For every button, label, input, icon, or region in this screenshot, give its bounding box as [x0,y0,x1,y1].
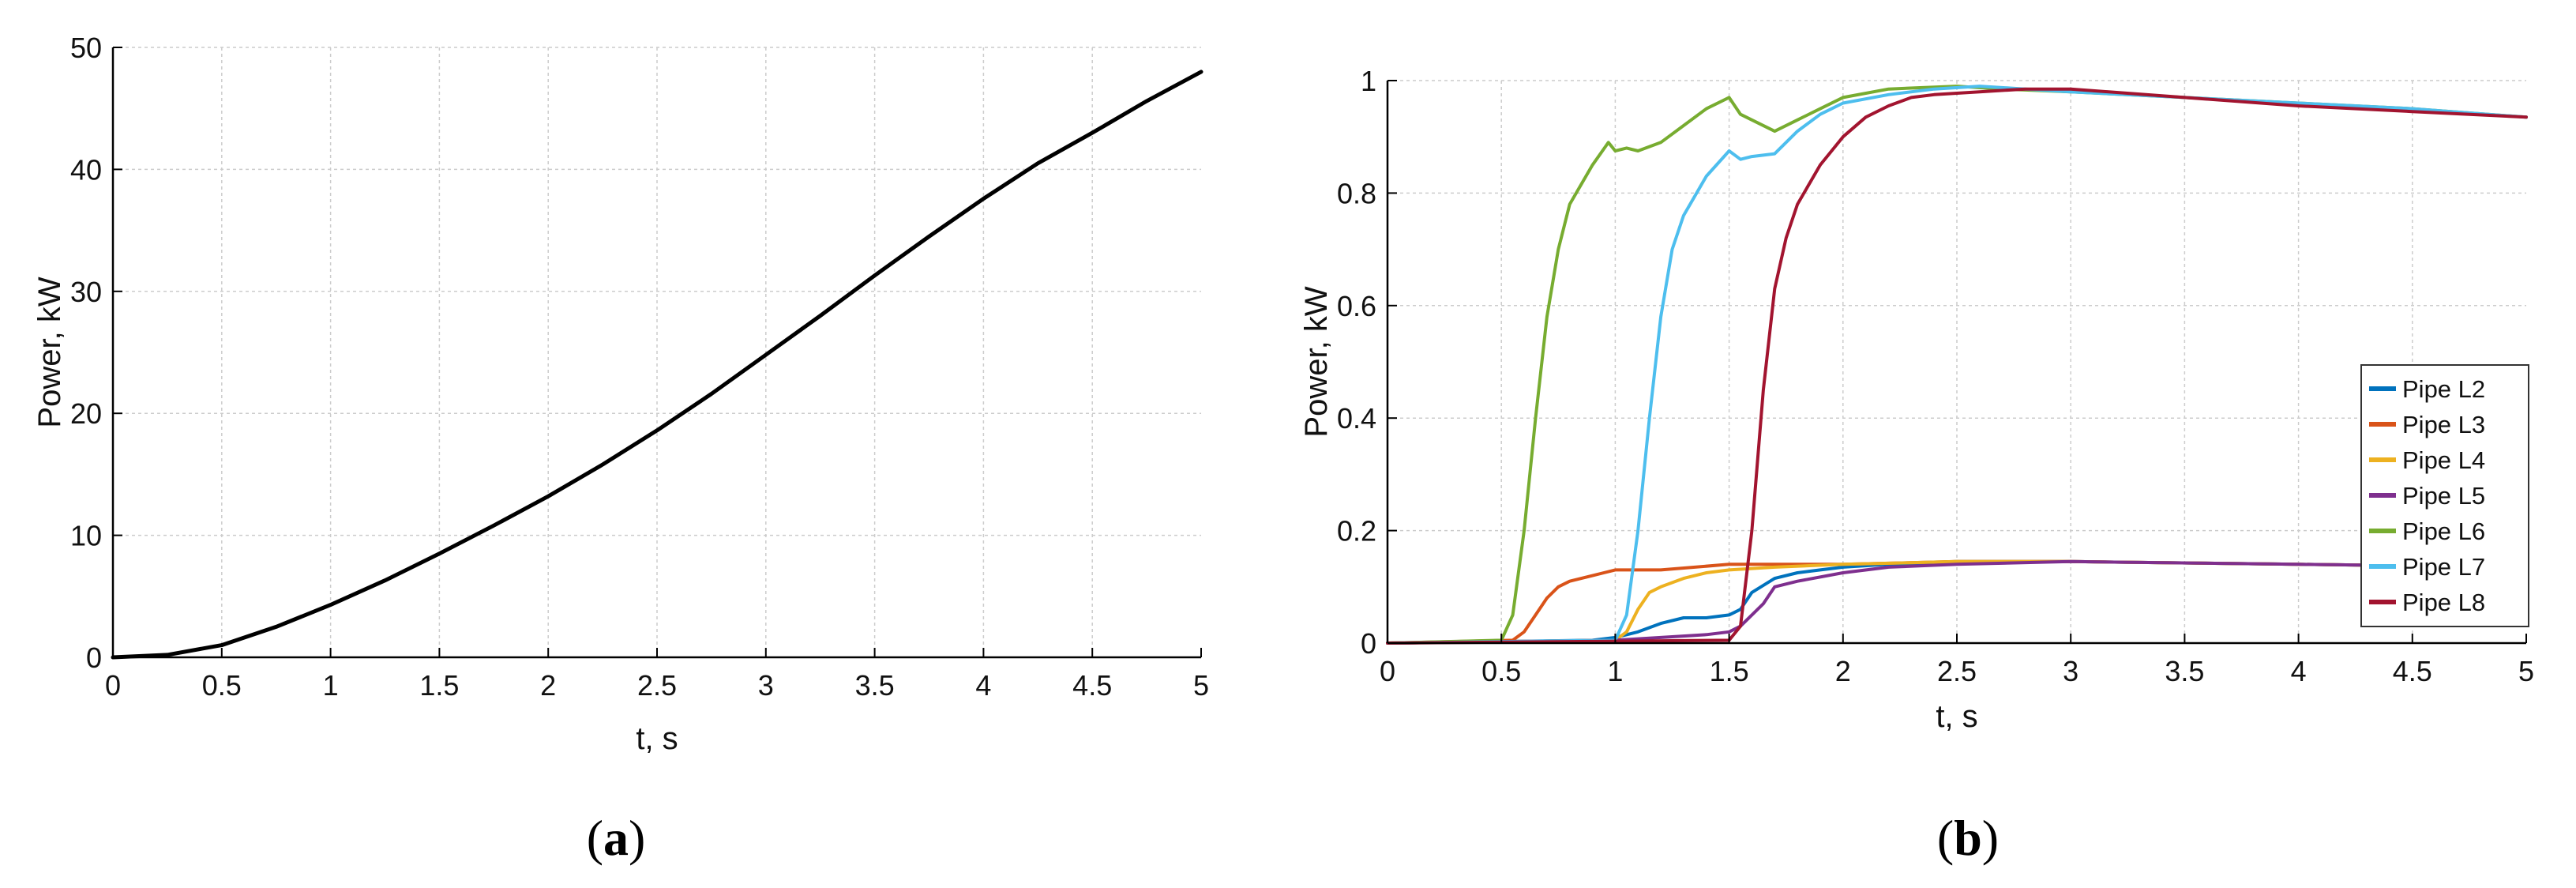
x-tick-label: 5 [2518,655,2534,687]
legend-label: Pipe L7 [2402,553,2485,581]
x-tick-label: 4 [975,669,991,702]
x-tick-label: 2 [1835,655,1851,687]
series-line-pipe-l7 [1386,85,2528,645]
legend-label: Pipe L6 [2402,517,2485,545]
legend-label: Pipe L5 [2402,482,2485,510]
x-tick-label: 3 [2063,655,2078,687]
panel-label-a-close: ) [629,810,645,866]
y-axis-label-b: Power, kW [1299,286,1334,437]
series-line [111,70,1204,660]
x-tick-label: 4.5 [2393,655,2432,687]
y-tick-label: 0 [86,642,102,674]
legend-label: Pipe L2 [2402,375,2485,403]
y-tick-label: 40 [70,153,102,186]
series-group-a [111,70,1204,660]
y-tick-label: 0.4 [1337,402,1376,435]
x-tick-label: 0 [1380,655,1395,687]
x-tick-label: 0.5 [202,669,242,702]
x-tick-label: 3.5 [2165,655,2204,687]
series-line-pipe-l8 [1386,87,2528,645]
y-tick-label: 0.2 [1337,515,1376,547]
y-tick-label: 0.6 [1337,290,1376,322]
x-tick-label: 1 [1607,655,1623,687]
panel-label-b-open: ( [1937,810,1954,866]
legend-label: Pipe L4 [2402,446,2485,474]
chart-b: 0 0.5 1 1.5 2 2.5 3 3.5 4 4.5 5 0 0.2 0.4 0.6 0.8 1 t, s… [1299,65,2534,734]
x-axis-label-b: t, s [1936,699,1977,734]
x-tick-label: 5 [1193,669,1209,702]
y-tick-label: 1 [1361,65,1376,97]
panel-label-a: (a) [587,810,646,866]
panel-label-a-open: ( [587,810,603,866]
y-tick-label: 0 [1361,627,1376,660]
y-tick-label: 10 [70,520,102,552]
x-tick-label: 4.5 [1072,669,1112,702]
x-tick-label: 0 [105,669,121,702]
panel-label-b-close: ) [1982,810,1999,866]
panel-label-a-letter: a [603,810,629,866]
legend-label: Pipe L3 [2402,411,2485,438]
x-tick-label: 2 [540,669,556,702]
y-tick-label: 20 [70,397,102,430]
x-tick-label: 1.5 [1710,655,1749,687]
ticks-b: 0 0.5 1 1.5 2 2.5 3 3.5 4 4.5 5 0 0.2 0.4 0.6 0.8 1 [1337,65,2534,687]
series-group-b [1386,85,2528,645]
x-tick-label: 2.5 [1937,655,1977,687]
legend-label: Pipe L8 [2402,589,2485,616]
series-line-pipe-l5 [1386,559,2528,645]
x-tick-label: 4 [2291,655,2307,687]
y-tick-label: 30 [70,276,102,308]
y-axis-label-a: Power, kW [32,277,67,427]
panel-label-b-letter: b [1954,810,1982,866]
x-tick-label: 3.5 [855,669,895,702]
x-tick-label: 0.5 [1481,655,1521,687]
x-axis-label-a: t, s [636,721,678,756]
y-tick-label: 50 [70,32,102,64]
x-tick-label: 3 [758,669,774,702]
y-tick-label: 0.8 [1337,177,1376,209]
x-tick-label: 1.5 [419,669,459,702]
legend-b: Pipe L2 Pipe L3 Pipe L4 Pipe L5 Pipe L6 Pipe … [2360,364,2529,627]
panel-label-b: (b) [1937,810,1999,866]
x-tick-label: 1 [323,669,339,702]
grid-a [113,47,1201,657]
x-tick-label: 2.5 [637,669,677,702]
